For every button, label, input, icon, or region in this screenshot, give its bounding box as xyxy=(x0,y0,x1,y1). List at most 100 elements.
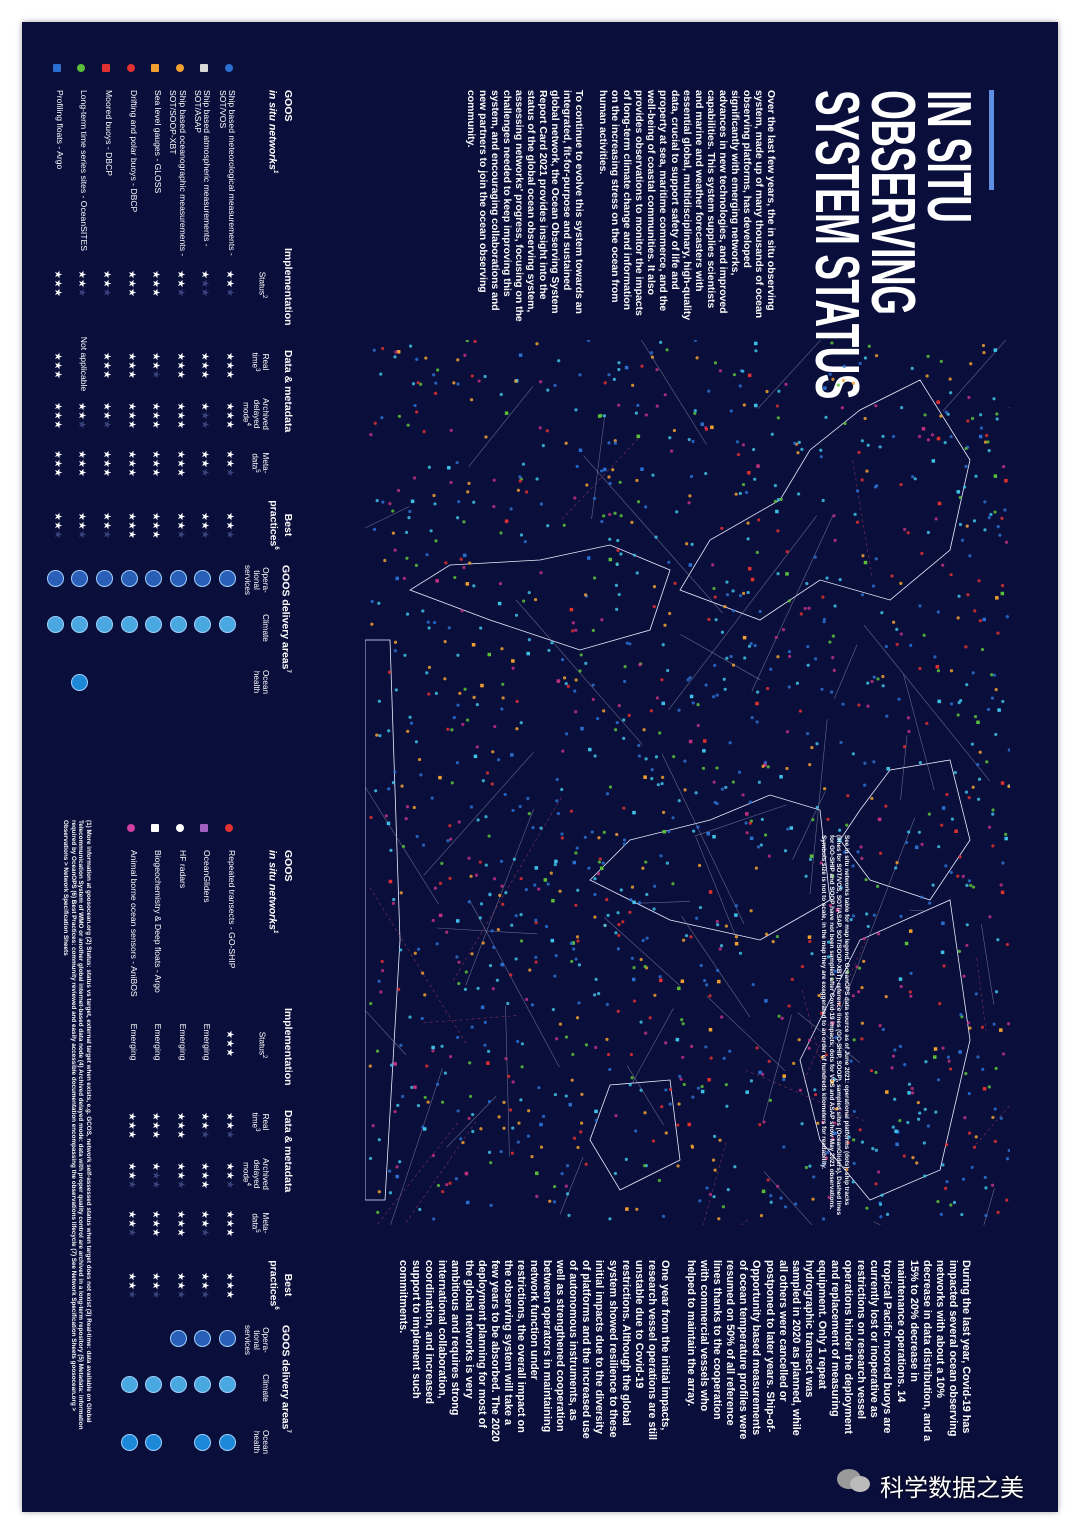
star: ★ xyxy=(150,520,162,530)
legend-symbol xyxy=(151,824,160,832)
platform-marker xyxy=(655,368,659,372)
platform-marker xyxy=(851,381,856,385)
ship-track xyxy=(423,1015,518,1023)
platform-marker xyxy=(643,964,647,969)
platform-marker xyxy=(933,1047,938,1051)
star-rating: ★★★ xyxy=(224,1112,235,1139)
platform-marker xyxy=(393,1062,397,1066)
platform-marker xyxy=(944,1186,948,1190)
platform-marker xyxy=(534,918,538,922)
platform-marker xyxy=(672,754,676,759)
platform-marker xyxy=(467,856,471,860)
platform-marker xyxy=(616,947,620,951)
platform-marker xyxy=(511,1126,515,1130)
platform-marker xyxy=(573,496,577,500)
platform-marker xyxy=(370,622,374,626)
platform-marker xyxy=(608,1217,612,1221)
platform-marker xyxy=(934,517,938,521)
star-rating: ★★★ xyxy=(101,512,112,539)
platform-marker xyxy=(731,663,736,667)
platform-marker xyxy=(752,447,756,452)
platform-marker xyxy=(906,1120,910,1125)
footnote-ref: 4 xyxy=(245,422,251,426)
star-rating: ★★★ xyxy=(224,1210,235,1237)
header-implementation-text: Implementation xyxy=(282,248,294,326)
platform-marker xyxy=(435,579,439,583)
star-rating: ★★★ xyxy=(126,402,137,429)
platform-marker xyxy=(518,804,522,809)
header-archived: Archived delayed mode4 xyxy=(241,393,270,435)
platform-marker xyxy=(464,970,468,974)
platform-marker xyxy=(564,1184,568,1188)
platform-marker xyxy=(707,617,711,621)
platform-marker xyxy=(671,882,675,886)
platform-marker xyxy=(827,1195,831,1199)
platform-marker xyxy=(541,444,545,448)
platform-marker xyxy=(594,1045,598,1050)
star: ★ xyxy=(174,270,186,279)
platform-marker xyxy=(941,921,945,926)
platform-marker xyxy=(890,1066,894,1070)
platform-marker xyxy=(833,969,837,973)
legend-symbol xyxy=(175,824,184,832)
platform-marker xyxy=(594,1118,599,1123)
star: ★ xyxy=(199,402,211,411)
platform-marker xyxy=(907,729,911,734)
platform-marker xyxy=(774,635,778,640)
ship-track xyxy=(757,340,885,409)
platform-marker xyxy=(961,874,965,878)
platform-marker xyxy=(625,641,629,645)
platform-marker xyxy=(968,554,972,558)
ship-track xyxy=(369,887,467,1044)
platform-marker xyxy=(591,628,595,633)
platform-marker xyxy=(468,1061,472,1065)
platform-marker xyxy=(602,709,606,713)
platform-marker xyxy=(767,854,771,858)
platform-marker xyxy=(713,1134,717,1138)
platform-marker xyxy=(952,1200,957,1205)
star: ★ xyxy=(101,270,112,279)
star: ★ xyxy=(76,458,88,468)
platform-marker xyxy=(687,501,691,505)
platform-marker xyxy=(909,971,913,975)
platform-marker xyxy=(851,994,855,998)
platform-marker xyxy=(524,888,528,892)
platform-marker xyxy=(976,720,980,725)
platform-marker xyxy=(839,740,843,745)
star-rating: ★★★ xyxy=(150,1112,161,1139)
platform-marker xyxy=(427,626,431,630)
platform-marker xyxy=(553,1184,557,1189)
platform-marker xyxy=(450,728,454,732)
platform-marker xyxy=(478,916,482,920)
platform-marker xyxy=(636,434,640,439)
platform-marker xyxy=(369,815,373,820)
star: ★ xyxy=(101,458,112,468)
platform-marker xyxy=(718,947,722,951)
platform-marker xyxy=(899,482,903,487)
footnote-ref: 3 xyxy=(254,368,260,372)
platform-marker xyxy=(519,877,523,881)
delivery-icon xyxy=(219,1330,236,1347)
ship-track xyxy=(559,1156,584,1215)
platform-marker xyxy=(982,1087,987,1091)
platform-marker xyxy=(842,364,846,368)
star-rating: ★★★ xyxy=(199,352,210,379)
ship-track xyxy=(873,1221,981,1225)
star: ★ xyxy=(224,270,235,279)
platform-marker xyxy=(966,593,970,597)
platform-marker xyxy=(943,441,947,445)
platform-marker xyxy=(969,883,973,888)
delivery-icon xyxy=(145,616,163,633)
platform-marker xyxy=(636,500,641,504)
platform-marker xyxy=(753,341,758,346)
platform-marker xyxy=(741,482,746,487)
star-rating: ★★★ xyxy=(150,402,162,429)
platform-marker xyxy=(977,579,981,583)
platform-marker xyxy=(987,516,991,520)
star: ★ xyxy=(150,352,162,361)
platform-marker xyxy=(708,1027,713,1032)
platform-marker xyxy=(639,957,643,962)
network-name: Ship based oceanographic measurements - … xyxy=(168,90,188,257)
star: ★ xyxy=(150,410,162,420)
platform-marker xyxy=(574,408,578,412)
